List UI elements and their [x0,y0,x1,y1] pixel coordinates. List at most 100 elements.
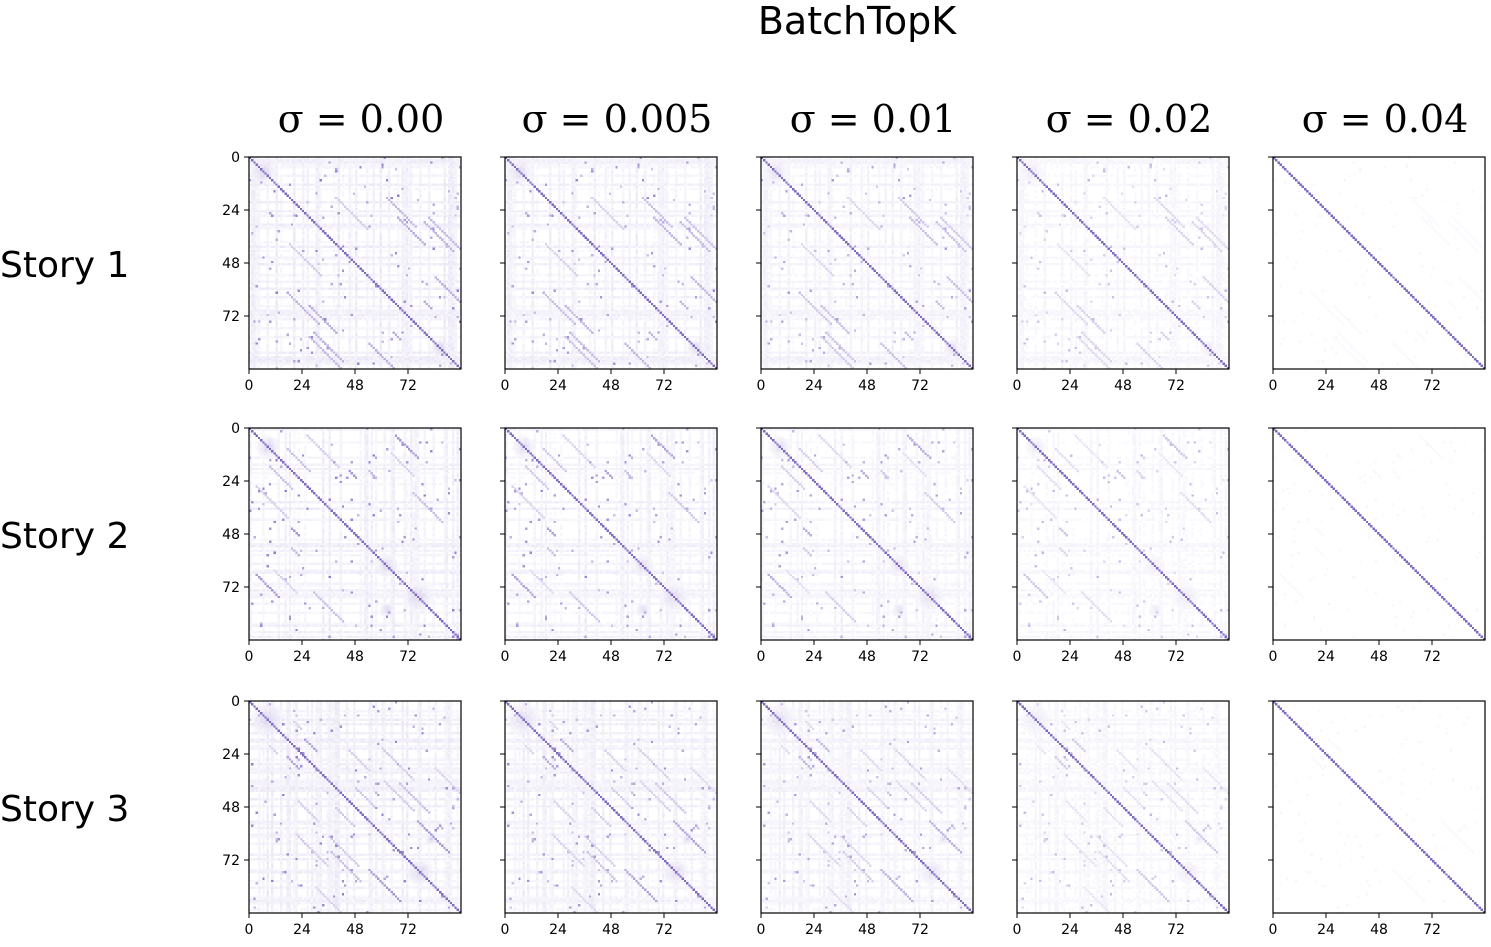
heatmap-cell [368,245,370,247]
heatmap-cell [428,203,430,205]
heatmap-cell [401,281,403,283]
heatmap-cell [395,161,397,163]
heatmap-cell [370,287,372,289]
heatmap-cell [373,259,375,261]
heatmap-cell [452,199,454,201]
heatmap-cell [406,259,408,261]
heatmap-cell [300,184,302,186]
heatmap-cell [337,274,339,276]
heatmap-cell [342,259,344,261]
heatmap-cell [333,223,335,225]
heatmap-cell [452,281,454,283]
heatmap-cell [401,217,403,219]
heatmap-cell [406,214,408,216]
heatmap-cell [251,219,253,221]
heatmap-cell [264,287,266,289]
heatmap-cell [306,201,308,203]
heatmap-cell [251,190,253,192]
heatmap-cell [256,177,258,179]
heatmap-cell [401,228,403,230]
heatmap-cell [333,267,335,269]
heatmap-cell [293,181,295,183]
heatmap-cell [346,210,348,212]
heatmap-cell [302,272,304,274]
heatmap-cell [370,259,372,261]
heatmap-cell [452,184,454,186]
heatmap-cell [401,175,403,177]
heatmap-cell [340,256,342,258]
heatmap-cell [388,248,390,250]
heatmap-cell [366,283,368,285]
heatmap-cell [370,214,372,216]
heatmap-cell [410,168,412,170]
heatmap-cell [278,175,280,177]
heatmap-cell [448,203,450,205]
heatmap-cell [355,283,357,285]
heatmap-cell [454,256,456,258]
heatmap-cell [382,250,384,252]
heatmap-cell [457,250,459,252]
heatmap-cell [379,175,381,177]
heatmap-cell [450,237,452,239]
heatmap-cell [337,186,339,188]
heatmap-cell [269,184,271,186]
heatmap-cell [379,199,381,201]
heatmap-cell [337,241,339,243]
heatmap-cell [289,274,291,276]
heatmap-cell [333,181,335,183]
heatmap-cell [293,179,295,181]
heatmap-cell [357,225,359,227]
heatmap-cell [260,263,262,265]
heatmap-cell [317,214,319,216]
heatmap-cell [302,228,304,230]
heatmap-cell [284,281,286,283]
heatmap-cell [293,221,295,223]
heatmap-cell [320,228,322,230]
heatmap-cell [443,179,445,181]
heatmap-cell [300,225,302,227]
heatmap-cell [306,250,308,252]
heatmap-cell [439,164,441,166]
heatmap-cell [401,241,403,243]
heatmap-cell [443,190,445,192]
heatmap-cell [273,159,275,161]
heatmap-cell [423,263,425,265]
heatmap-cell [408,223,410,225]
heatmap-cell [313,210,315,212]
heatmap-cell [320,225,322,227]
heatmap-cell [271,287,273,289]
heatmap-cell [408,239,410,241]
heatmap-cell [450,234,452,236]
heatmap-cell [284,214,286,216]
heatmap-cell [439,214,441,216]
heatmap-cell [355,281,357,283]
heatmap-cell [256,254,258,256]
heatmap-cell [388,190,390,192]
heatmap-cell [408,221,410,223]
heatmap-cell [379,237,381,239]
heatmap-cell [329,241,331,243]
heatmap-cell [397,175,399,177]
heatmap-cell [326,188,328,190]
heatmap-cell [337,256,339,258]
heatmap-cell [435,281,437,283]
heatmap-cell [388,272,390,274]
heatmap-cell [342,212,344,214]
heatmap-cell [344,252,346,254]
heatmap-cell [315,245,317,247]
heatmap-cell [355,252,357,254]
heatmap-cell [298,256,300,258]
heatmap-cell [276,161,278,163]
heatmap-cell [410,261,412,263]
heatmap-cell [289,197,291,199]
heatmap-cell [267,239,269,241]
heatmap-cell [311,274,313,276]
heatmap-cell [406,274,408,276]
heatmap-cell [454,254,456,256]
heatmap-cell [315,228,317,230]
heatmap-cell [406,248,408,250]
heatmap-cell [410,272,412,274]
heatmap-cell [454,252,456,254]
heatmap-cell [300,214,302,216]
heatmap-cell [276,265,278,267]
